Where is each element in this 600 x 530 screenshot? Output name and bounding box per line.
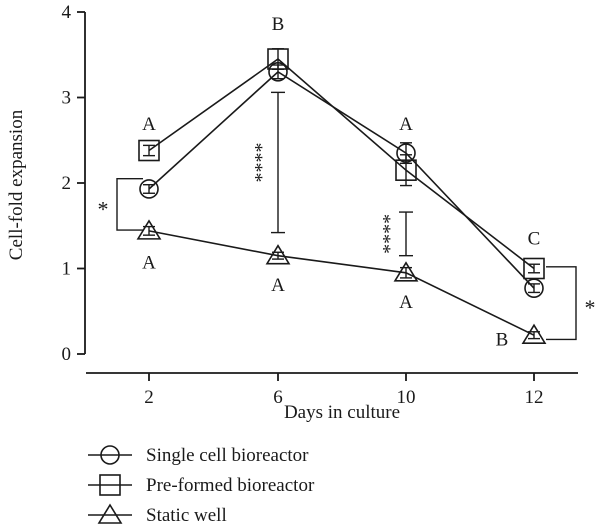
- legend-label: Pre-formed bioreactor: [146, 475, 315, 496]
- series-line-circle: [148, 70, 535, 289]
- series-line-square: [148, 58, 535, 270]
- data-point-triangle: [136, 219, 162, 240]
- group-letter-label: A: [142, 253, 156, 274]
- x-tick-label: 10: [397, 387, 416, 408]
- bracket-star: *: [98, 196, 109, 221]
- y-tick-label: 0: [62, 344, 72, 365]
- series-line-triangle: [148, 230, 535, 336]
- y-tick-label: 4: [62, 2, 72, 23]
- legend-label: Static well: [146, 505, 227, 526]
- legend-label: Single cell bioreactor: [146, 445, 309, 466]
- group-letter-label: B: [272, 14, 285, 35]
- group-letter-label: A: [399, 114, 413, 135]
- group-letter-label: A: [271, 275, 285, 296]
- x-tick-label: 2: [144, 387, 154, 408]
- data-point-square: [395, 159, 417, 181]
- data-point-square: [267, 48, 289, 70]
- x-axis-title: Days in culture: [284, 402, 400, 423]
- y-axis-title: Cell-fold expansion: [6, 109, 27, 260]
- legend-marker-triangle: [97, 503, 123, 524]
- x-tick-label: 6: [273, 387, 283, 408]
- x-tick-label: 12: [525, 387, 544, 408]
- significance-bracket: [546, 266, 577, 341]
- y-tick-label: 1: [62, 259, 72, 280]
- data-point-square: [523, 257, 545, 280]
- group-letter-label: A: [399, 292, 413, 313]
- y-tick-label: 3: [62, 88, 72, 109]
- data-point-circle: [139, 179, 159, 199]
- data-point-triangle: [265, 244, 291, 265]
- data-point-triangle: [521, 323, 547, 344]
- bracket-star: *: [585, 295, 596, 320]
- legend-marker-square: [99, 474, 121, 496]
- group-letter-label: C: [528, 229, 541, 250]
- legend-marker-circle: [100, 445, 120, 465]
- significance-bracket: [116, 178, 143, 231]
- significance-stars: ****: [379, 214, 401, 254]
- legend: Single cell bioreactor Pre-formed bioreac…: [88, 445, 315, 526]
- y-tick-label: 2: [62, 173, 72, 194]
- significance-stars: ****: [251, 142, 273, 182]
- group-letter-label: B: [496, 330, 509, 351]
- data-point-square: [138, 139, 160, 162]
- data-point-triangle: [393, 261, 419, 282]
- group-letter-label: A: [142, 114, 156, 135]
